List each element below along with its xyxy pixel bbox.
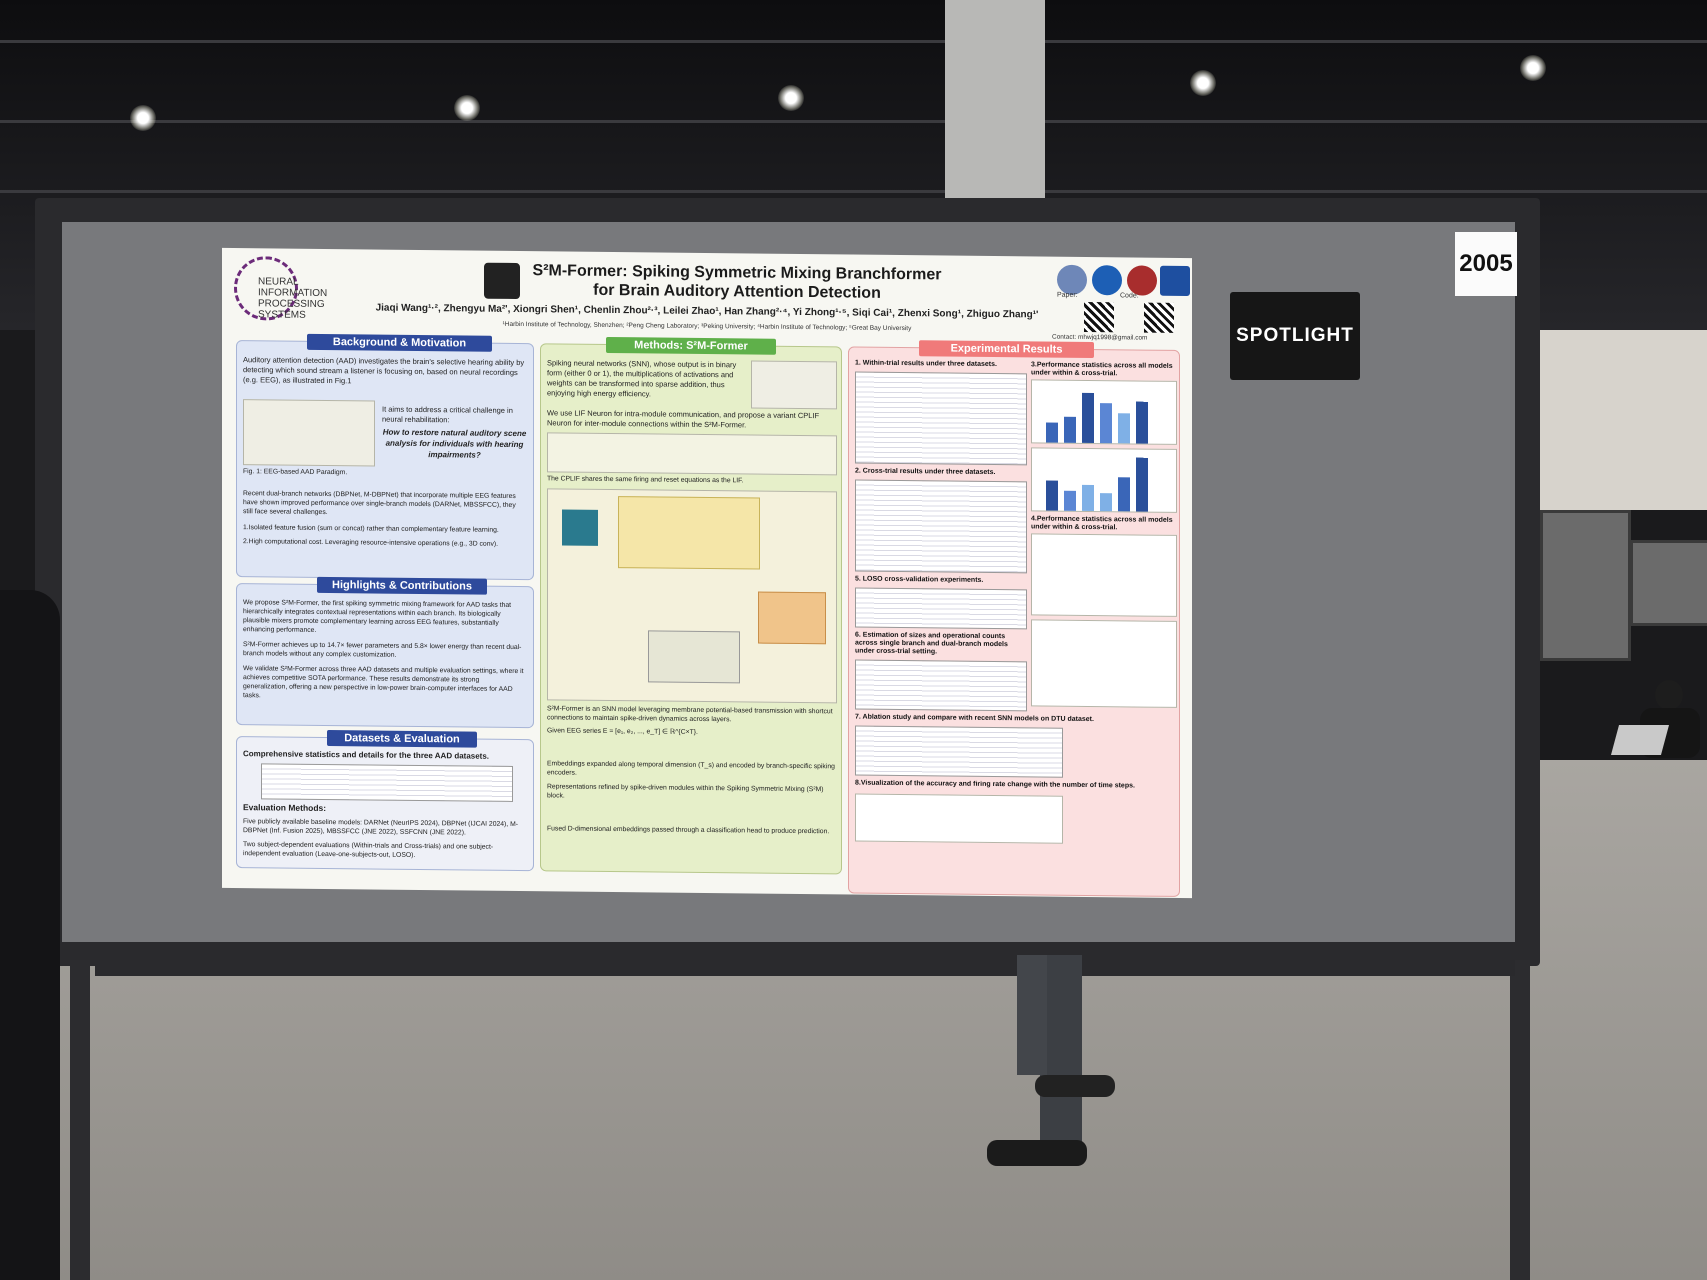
highlights-heading: Highlights & Contributions: [317, 576, 487, 595]
poster-authors: Jiaqi Wang¹·², Zhengyu Ma²', Xiongri She…: [375, 302, 1039, 321]
architecture-block: [648, 630, 740, 684]
booth-number-card: 2005: [1455, 232, 1517, 296]
code-label: Code:: [1120, 292, 1139, 300]
university-logo: [1160, 265, 1190, 297]
result-3-heading: 3.Performance statistics across all mode…: [1031, 361, 1173, 378]
method-summary-2: Given EEG series E = [e₁, e₂, ..., e_T] …: [547, 727, 698, 736]
performance-bar-chart: [1031, 379, 1177, 445]
spiking-neuron-diagram: [751, 360, 837, 410]
ceiling-truss: [0, 120, 1707, 123]
back-wall: [1530, 330, 1707, 510]
foreground-person: [0, 590, 60, 1280]
poster-header: NEURAL INFORMATION PROCESSING SYSTEMS S²…: [222, 248, 1192, 348]
ablation-table: [855, 725, 1063, 778]
model-comparison-chart: [1031, 619, 1177, 708]
model-comparison-chart: [1031, 533, 1177, 617]
evaluation-item-2: Two subject-dependent evaluations (Withi…: [243, 841, 494, 859]
recent-work-text: Recent dual-branch networks (DBPNet, M-D…: [243, 490, 516, 517]
conference-logo-text: NEURAL INFORMATION PROCESSING SYSTEMS: [258, 276, 328, 321]
challenge-point-2: 2.High computational cost. Leveraging re…: [243, 538, 499, 548]
background-poster-board: [1630, 540, 1707, 626]
loso-table: [855, 587, 1027, 630]
evaluation-heading: Evaluation Methods:: [243, 803, 327, 814]
architecture-block: [618, 496, 760, 570]
result-4-heading: 4.Performance statistics across all mode…: [1031, 515, 1173, 532]
university-logo: [1127, 265, 1157, 296]
ceiling-light: [130, 105, 156, 131]
highlight-item-2: S²M-Former achieves up to 14.7× fewer pa…: [243, 641, 522, 659]
result-7-heading: 7. Ablation study and compare with recen…: [855, 713, 1094, 724]
university-logo: [1057, 264, 1087, 295]
background-heading: Background & Motivation: [307, 333, 492, 352]
result-2-heading: 2. Cross-trial results under three datas…: [855, 467, 996, 477]
datasets-subheading: Comprehensive statistics and details for…: [243, 749, 489, 761]
background-poster-board: [1540, 510, 1631, 661]
contact-email: Contact: mhwjq1998@gmail.com: [1052, 333, 1148, 342]
result-5-heading: 5. LOSO cross-validation experiments.: [855, 575, 984, 584]
code-qr-code: [1144, 302, 1174, 333]
sneaker: [987, 1140, 1087, 1166]
result-6-heading: 6. Estimation of sizes and operational c…: [855, 631, 1008, 656]
research-question: How to restore natural auditory scene an…: [382, 427, 527, 460]
board-crossbar: [95, 942, 1515, 976]
background-section: Background & Motivation Auditory attenti…: [236, 333, 534, 581]
poster-title: S²M-Former: Spiking Symmetric Mixing Bra…: [527, 261, 947, 303]
neuron-equations: [547, 432, 837, 476]
methods-section: Methods: S²M-Former Spiking neural netwo…: [540, 336, 842, 875]
method-summary-1: S²M-Former is an SNN model leveraging me…: [547, 705, 833, 724]
paper-qr-code: [1084, 301, 1114, 333]
architecture-block: [562, 509, 598, 546]
board-leg: [1510, 960, 1530, 1280]
result-8-heading: 8.Visualization of the accuracy and firi…: [855, 779, 1135, 790]
datasets-table: [261, 763, 513, 802]
time-step-visualization: [855, 793, 1063, 844]
ceiling-light: [1520, 55, 1546, 81]
architecture-diagram: [547, 488, 837, 704]
laptop: [1610, 725, 1670, 755]
performance-bar-chart: [1031, 447, 1177, 513]
challenge-intro: It aims to address a critical challenge …: [382, 404, 513, 425]
ceiling-truss: [0, 40, 1707, 43]
within-trial-table: [855, 371, 1027, 466]
pillar: [945, 0, 1045, 210]
ceiling-light: [454, 95, 480, 121]
research-poster: NEURAL INFORMATION PROCESSING SYSTEMS S²…: [222, 247, 1192, 899]
challenge-point-1: 1.Isolated feature fusion (sum or concat…: [243, 524, 499, 534]
datasets-section: Datasets & Evaluation Comprehensive stat…: [236, 730, 534, 872]
university-logo: [1092, 265, 1122, 296]
standing-person-legs: [985, 955, 1125, 1180]
aad-paradigm-figure: [243, 399, 375, 467]
spotlight-sign: SPOTLIGHT: [1230, 292, 1360, 380]
highlight-item-1: We propose S²M-Former, the first spiking…: [243, 599, 512, 634]
evaluation-item-1: Five publicly available baseline models:…: [243, 818, 519, 837]
datasets-heading: Datasets & Evaluation: [327, 730, 477, 748]
snn-intro-text: Spiking neural networks (SNN), whose out…: [547, 358, 737, 399]
model-size-table: [855, 659, 1027, 712]
lif-neuron-text: We use LIF Neuron for intra-module commu…: [547, 408, 820, 430]
ceiling-light: [1190, 70, 1216, 96]
ceiling-light: [778, 85, 804, 111]
board-leg: [70, 960, 90, 1280]
ceiling-truss: [0, 190, 1707, 193]
highlight-item-3: We validate S²M-Former across three AAD …: [243, 665, 524, 700]
cross-trial-table: [855, 479, 1027, 574]
results-heading: Experimental Results: [919, 340, 1094, 359]
method-summary-3: Embeddings expanded along temporal dimen…: [547, 760, 835, 777]
highlights-section: Highlights & Contributions We propose S²…: [236, 576, 534, 729]
figure-caption: Fig. 1: EEG-based AAD Paradigm.: [243, 468, 348, 477]
seated-attendee: [1610, 680, 1705, 780]
cplif-note: The CPLIF shares the same firing and res…: [547, 475, 744, 485]
methods-heading: Methods: S²M-Former: [606, 336, 776, 355]
method-summary-4: Representations refined by spike-driven …: [547, 783, 824, 800]
method-summary-5: Fused D-dimensional embeddings passed th…: [547, 825, 830, 836]
result-1-heading: 1. Within-trial results under three data…: [855, 359, 997, 369]
architecture-block: [758, 591, 826, 645]
paper-label: Paper:: [1057, 291, 1078, 299]
sneaker: [1035, 1075, 1115, 1097]
brain-icon: [484, 262, 520, 300]
results-section: Experimental Results 1. Within-trial res…: [848, 340, 1180, 897]
background-text: Auditory attention detection (AAD) inves…: [243, 355, 525, 386]
poster-affiliations: ¹Harbin Institute of Technology, Shenzhe…: [502, 320, 912, 333]
